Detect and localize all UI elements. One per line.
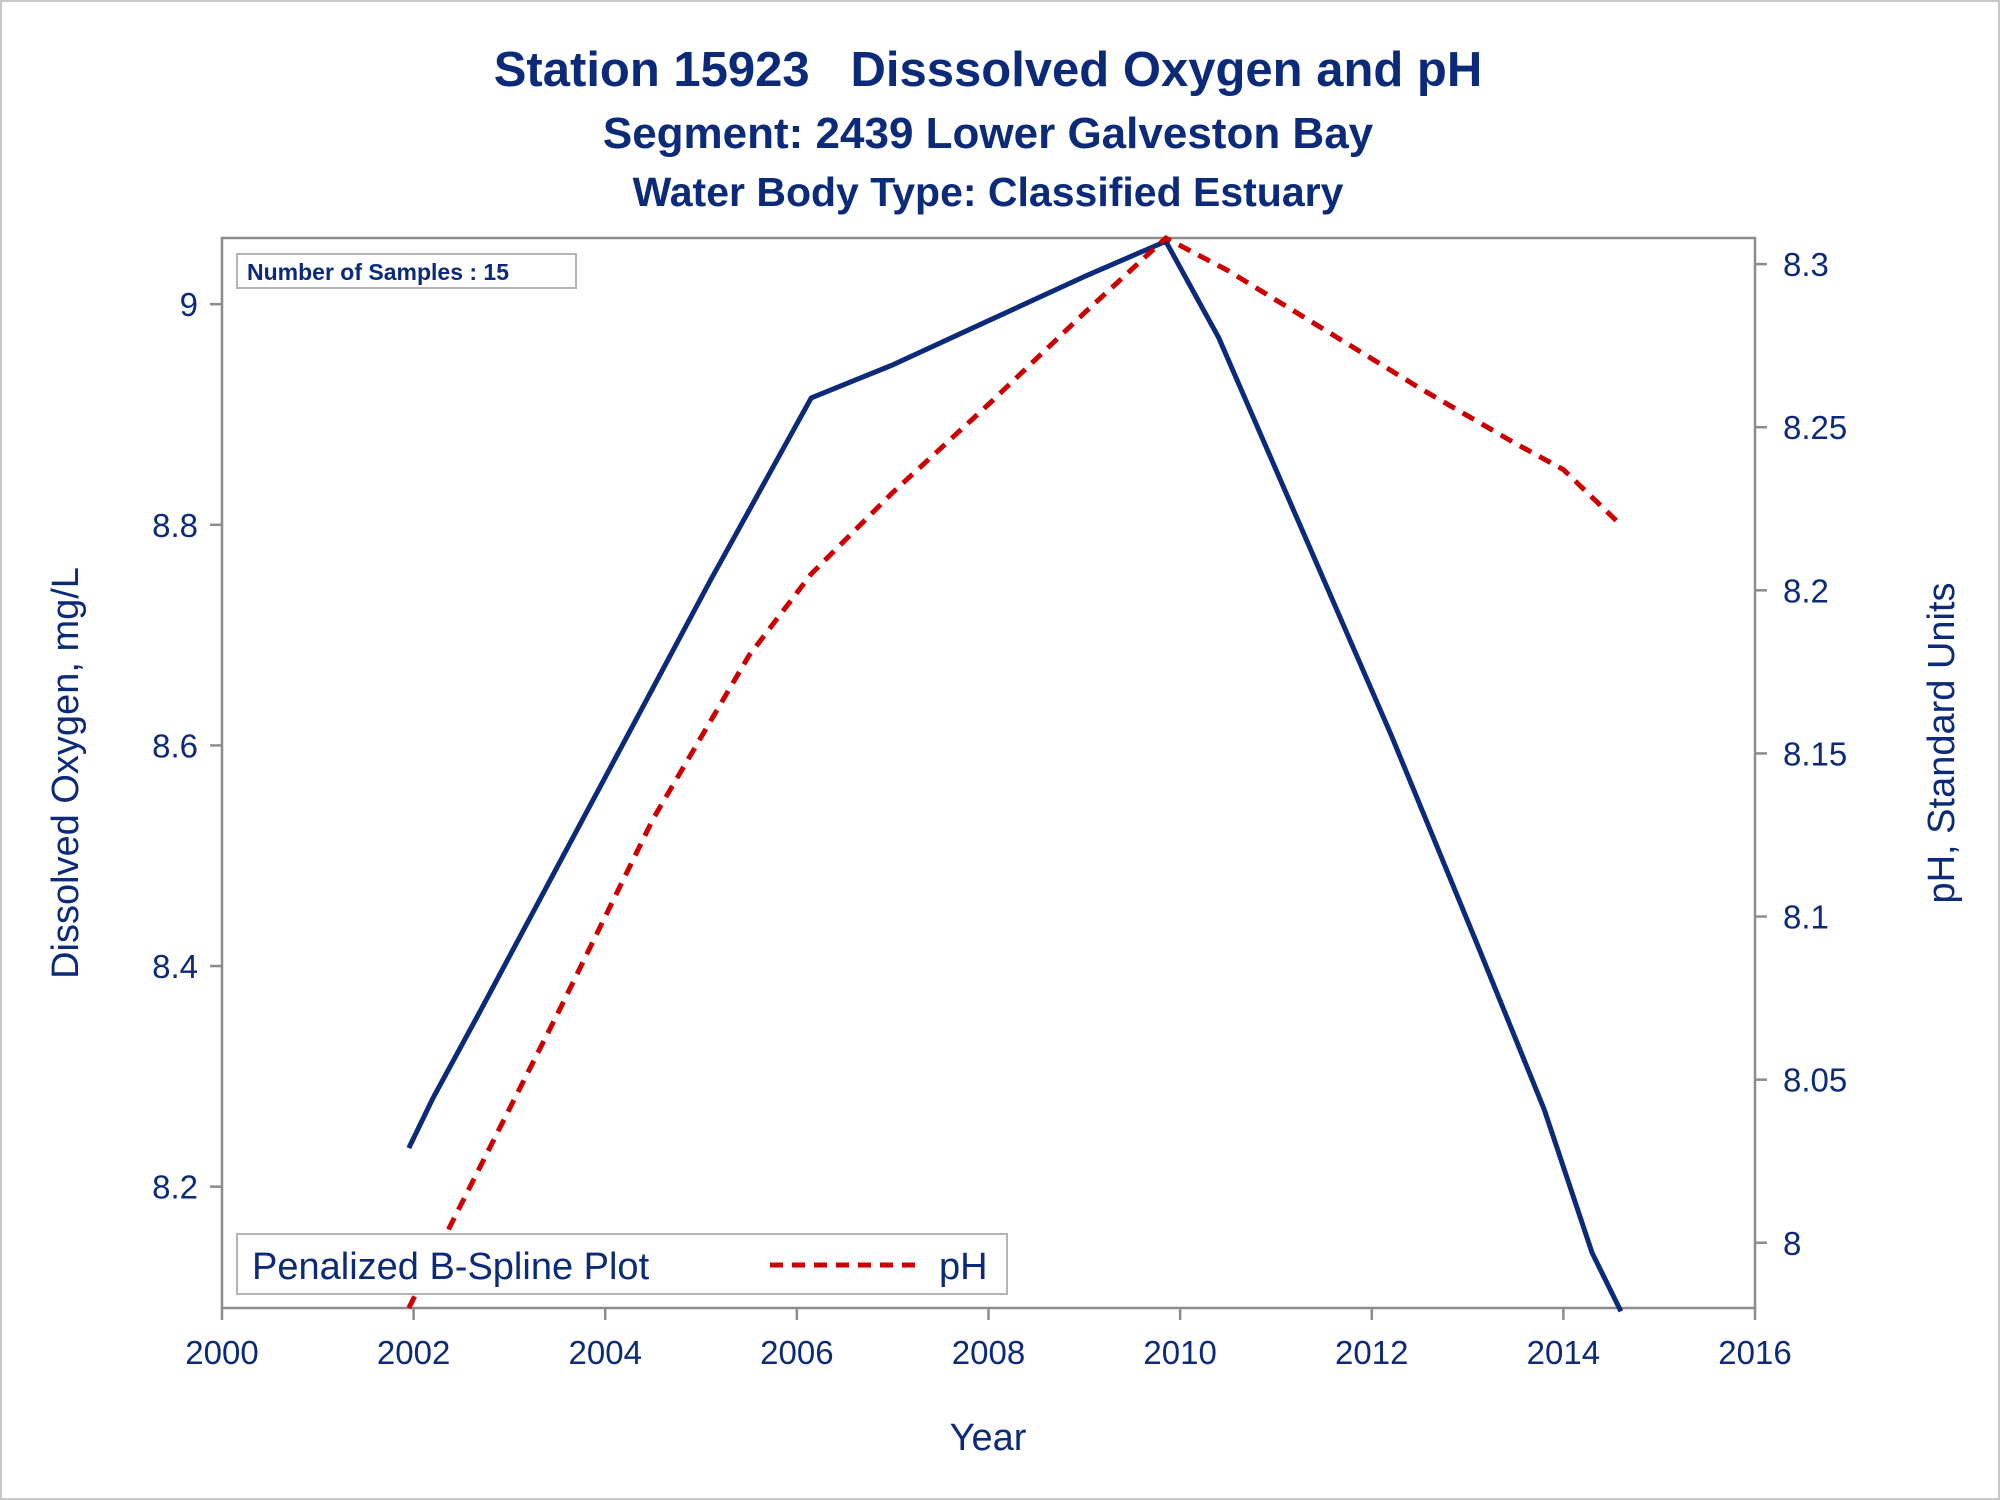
- legend: [236, 1233, 1008, 1295]
- y2-axis-label: pH, Standard Units: [1921, 582, 1963, 903]
- y-tick-label: 8.6: [152, 727, 198, 764]
- y2-tick-label: 8.05: [1783, 1062, 1847, 1099]
- legend-ph-label: pH: [939, 1246, 988, 1288]
- legend-title: Penalized B-Spline Plot: [252, 1246, 650, 1288]
- x-axis-label: Year: [950, 1417, 1027, 1459]
- y2-tick-label: 8.1: [1783, 899, 1829, 936]
- y2-tick-label: 8.3: [1783, 246, 1829, 283]
- y-tick-label: 8.2: [152, 1169, 198, 1206]
- x-axis: 2000 2002 2004 2006 2008 2010 2012 2014 2016: [185, 1308, 1792, 1371]
- y2-tick-label: 8.15: [1783, 735, 1847, 772]
- chart-subtitle-2: Water Body Type: Classified Estuary: [633, 169, 1344, 215]
- chart-title: Station 15923 Disssolved Oxygen and pH: [494, 43, 1483, 97]
- y-axis-label: Dissolved Oxygen, mg/L: [45, 567, 87, 979]
- x-tick-label: 2014: [1527, 1334, 1600, 1371]
- sample-count-text: Number of Samples : 15: [247, 259, 509, 285]
- y-tick-label: 8.4: [152, 948, 198, 985]
- series-dissolved-oxygen-line: [406, 238, 1624, 1313]
- x-tick-label: 2012: [1335, 1334, 1408, 1371]
- x-tick-label: 2008: [952, 1334, 1025, 1371]
- y-axis-right: 8 8.05 8.1 8.15 8.2 8.25 8.3: [1755, 246, 1847, 1262]
- chart-subtitle: Segment: 2439 Lower Galveston Bay: [603, 109, 1374, 158]
- sample-count-box: [236, 253, 577, 289]
- x-tick-label: 2002: [377, 1334, 450, 1371]
- y2-tick-label: 8.2: [1783, 572, 1829, 609]
- y-axis-left: 8.2 8.4 8.6 8.8 9: [152, 286, 222, 1206]
- y2-tick-label: 8: [1783, 1225, 1801, 1262]
- y-tick-label: 8.8: [152, 507, 198, 544]
- y-tick-label: 9: [180, 286, 198, 323]
- x-tick-label: 2006: [760, 1334, 833, 1371]
- plot-area: [220, 236, 1757, 1310]
- series-ph-line: [406, 234, 1623, 1310]
- x-tick-label: 2016: [1718, 1334, 1791, 1371]
- x-tick-label: 2010: [1143, 1334, 1216, 1371]
- y2-tick-label: 8.25: [1783, 409, 1847, 446]
- x-tick-label: 2000: [185, 1334, 258, 1371]
- x-tick-label: 2004: [569, 1334, 642, 1371]
